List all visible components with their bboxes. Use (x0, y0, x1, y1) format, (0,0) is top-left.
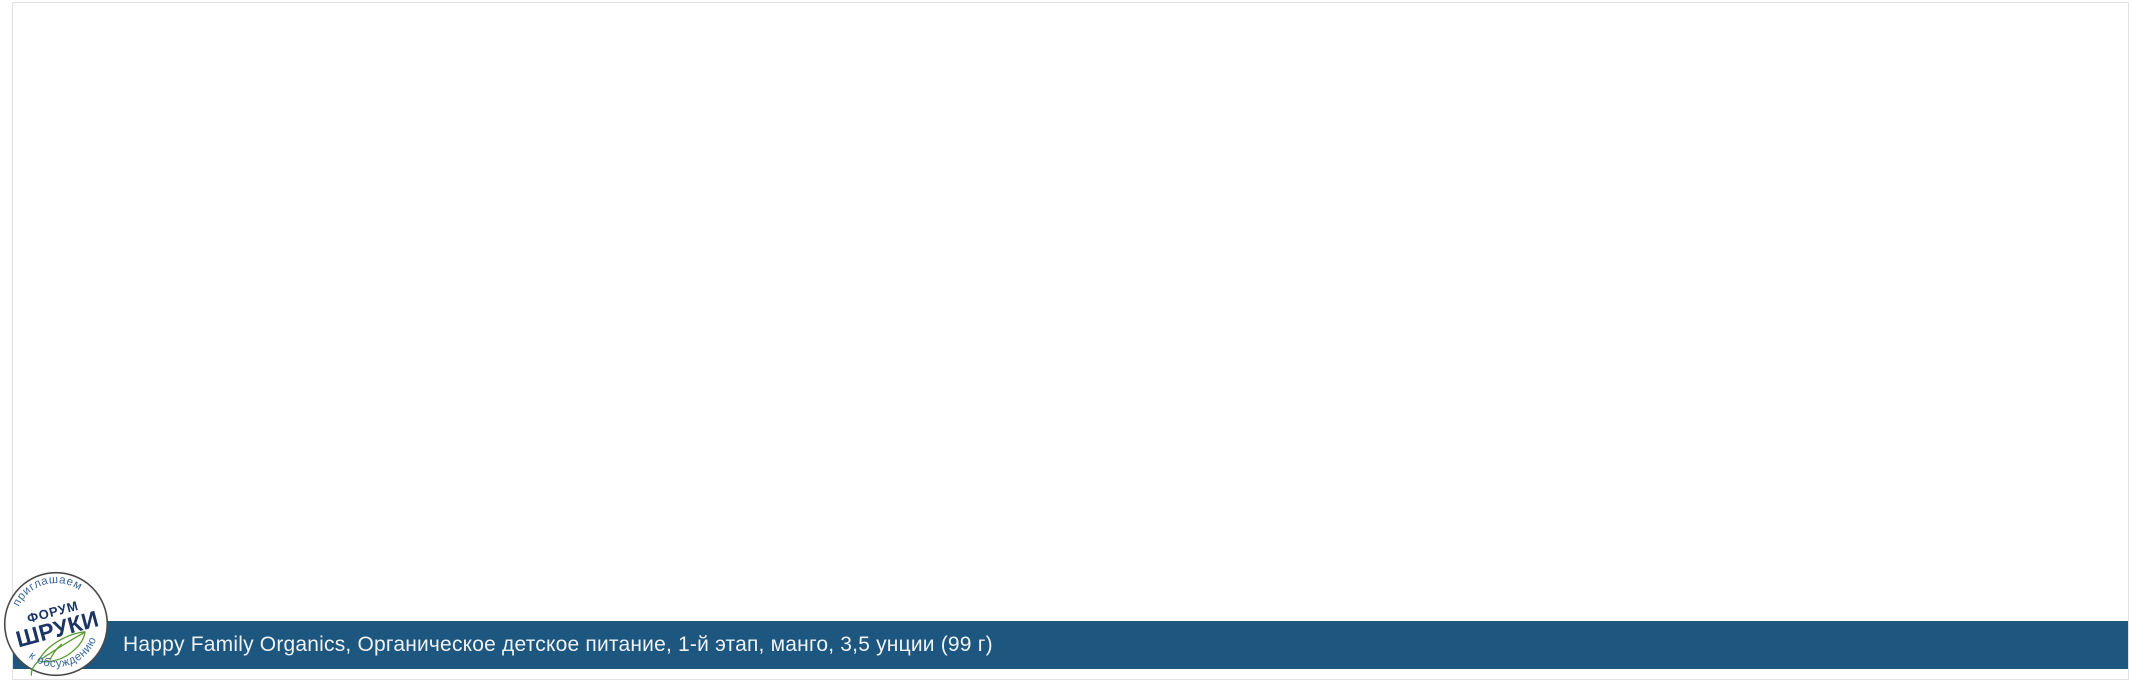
forum-badge-graphic: приглашаем ФОРУМ ШРУКИ к обсуждению (3, 571, 109, 677)
badge-circle (3, 571, 109, 677)
product-title-bar[interactable]: Happy Family Organics, Органическое детс… (13, 621, 2128, 669)
product-title: Happy Family Organics, Органическое детс… (123, 633, 993, 656)
leaf-icon (30, 631, 86, 676)
forum-badge[interactable]: приглашаем ФОРУМ ШРУКИ к обсуждению (3, 571, 109, 677)
product-image-area (13, 3, 2128, 621)
